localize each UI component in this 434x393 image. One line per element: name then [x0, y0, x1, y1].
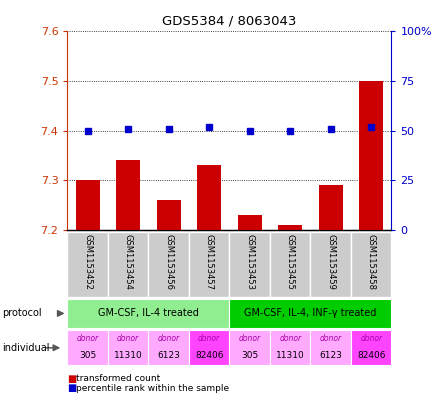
- Text: 82406: 82406: [194, 351, 223, 360]
- Text: GSM1153455: GSM1153455: [285, 235, 294, 290]
- Text: 6123: 6123: [157, 351, 180, 360]
- Text: 305: 305: [240, 351, 258, 360]
- Text: protocol: protocol: [2, 309, 42, 318]
- Bar: [67, 299, 229, 328]
- Bar: [67, 232, 108, 297]
- Text: donor: donor: [319, 334, 341, 343]
- Text: ■: ■: [67, 374, 76, 384]
- Text: GSM1153457: GSM1153457: [204, 235, 213, 290]
- Bar: [310, 330, 350, 365]
- Bar: [108, 232, 148, 297]
- Bar: [156, 200, 181, 230]
- Bar: [116, 160, 140, 230]
- Text: 82406: 82406: [356, 351, 385, 360]
- Text: percentile rank within the sample: percentile rank within the sample: [76, 384, 229, 393]
- Text: 305: 305: [79, 351, 96, 360]
- Text: donor: donor: [238, 334, 260, 343]
- Bar: [310, 232, 350, 297]
- Bar: [277, 225, 302, 230]
- Bar: [350, 232, 391, 297]
- Text: GM-CSF, IL-4, INF-γ treated: GM-CSF, IL-4, INF-γ treated: [244, 309, 376, 318]
- Text: donor: donor: [76, 334, 99, 343]
- Bar: [148, 232, 188, 297]
- Text: 11310: 11310: [114, 351, 142, 360]
- Text: ■: ■: [67, 383, 76, 393]
- Bar: [76, 180, 100, 230]
- Text: individual: individual: [2, 343, 49, 353]
- Text: GSM1153459: GSM1153459: [326, 235, 335, 290]
- Text: donor: donor: [198, 334, 220, 343]
- Bar: [350, 330, 391, 365]
- Bar: [358, 81, 382, 230]
- Text: donor: donor: [359, 334, 381, 343]
- Bar: [229, 232, 270, 297]
- Bar: [148, 330, 188, 365]
- Text: 6123: 6123: [319, 351, 342, 360]
- Text: 11310: 11310: [275, 351, 304, 360]
- Text: donor: donor: [279, 334, 301, 343]
- Bar: [197, 165, 221, 230]
- Bar: [108, 330, 148, 365]
- Bar: [67, 330, 108, 365]
- Title: GDS5384 / 8063043: GDS5384 / 8063043: [162, 15, 296, 28]
- Bar: [270, 330, 310, 365]
- Bar: [188, 330, 229, 365]
- Text: GSM1153456: GSM1153456: [164, 235, 173, 290]
- Text: GSM1153453: GSM1153453: [245, 235, 253, 290]
- Bar: [318, 185, 342, 230]
- Text: donor: donor: [157, 334, 179, 343]
- Bar: [270, 232, 310, 297]
- Text: GM-CSF, IL-4 treated: GM-CSF, IL-4 treated: [98, 309, 198, 318]
- Bar: [229, 299, 391, 328]
- Text: transformed count: transformed count: [76, 375, 160, 383]
- Bar: [229, 330, 270, 365]
- Text: GSM1153452: GSM1153452: [83, 235, 92, 290]
- Bar: [188, 232, 229, 297]
- Text: donor: donor: [117, 334, 139, 343]
- Text: GSM1153454: GSM1153454: [123, 235, 132, 290]
- Text: GSM1153458: GSM1153458: [366, 235, 375, 290]
- Bar: [237, 215, 261, 230]
